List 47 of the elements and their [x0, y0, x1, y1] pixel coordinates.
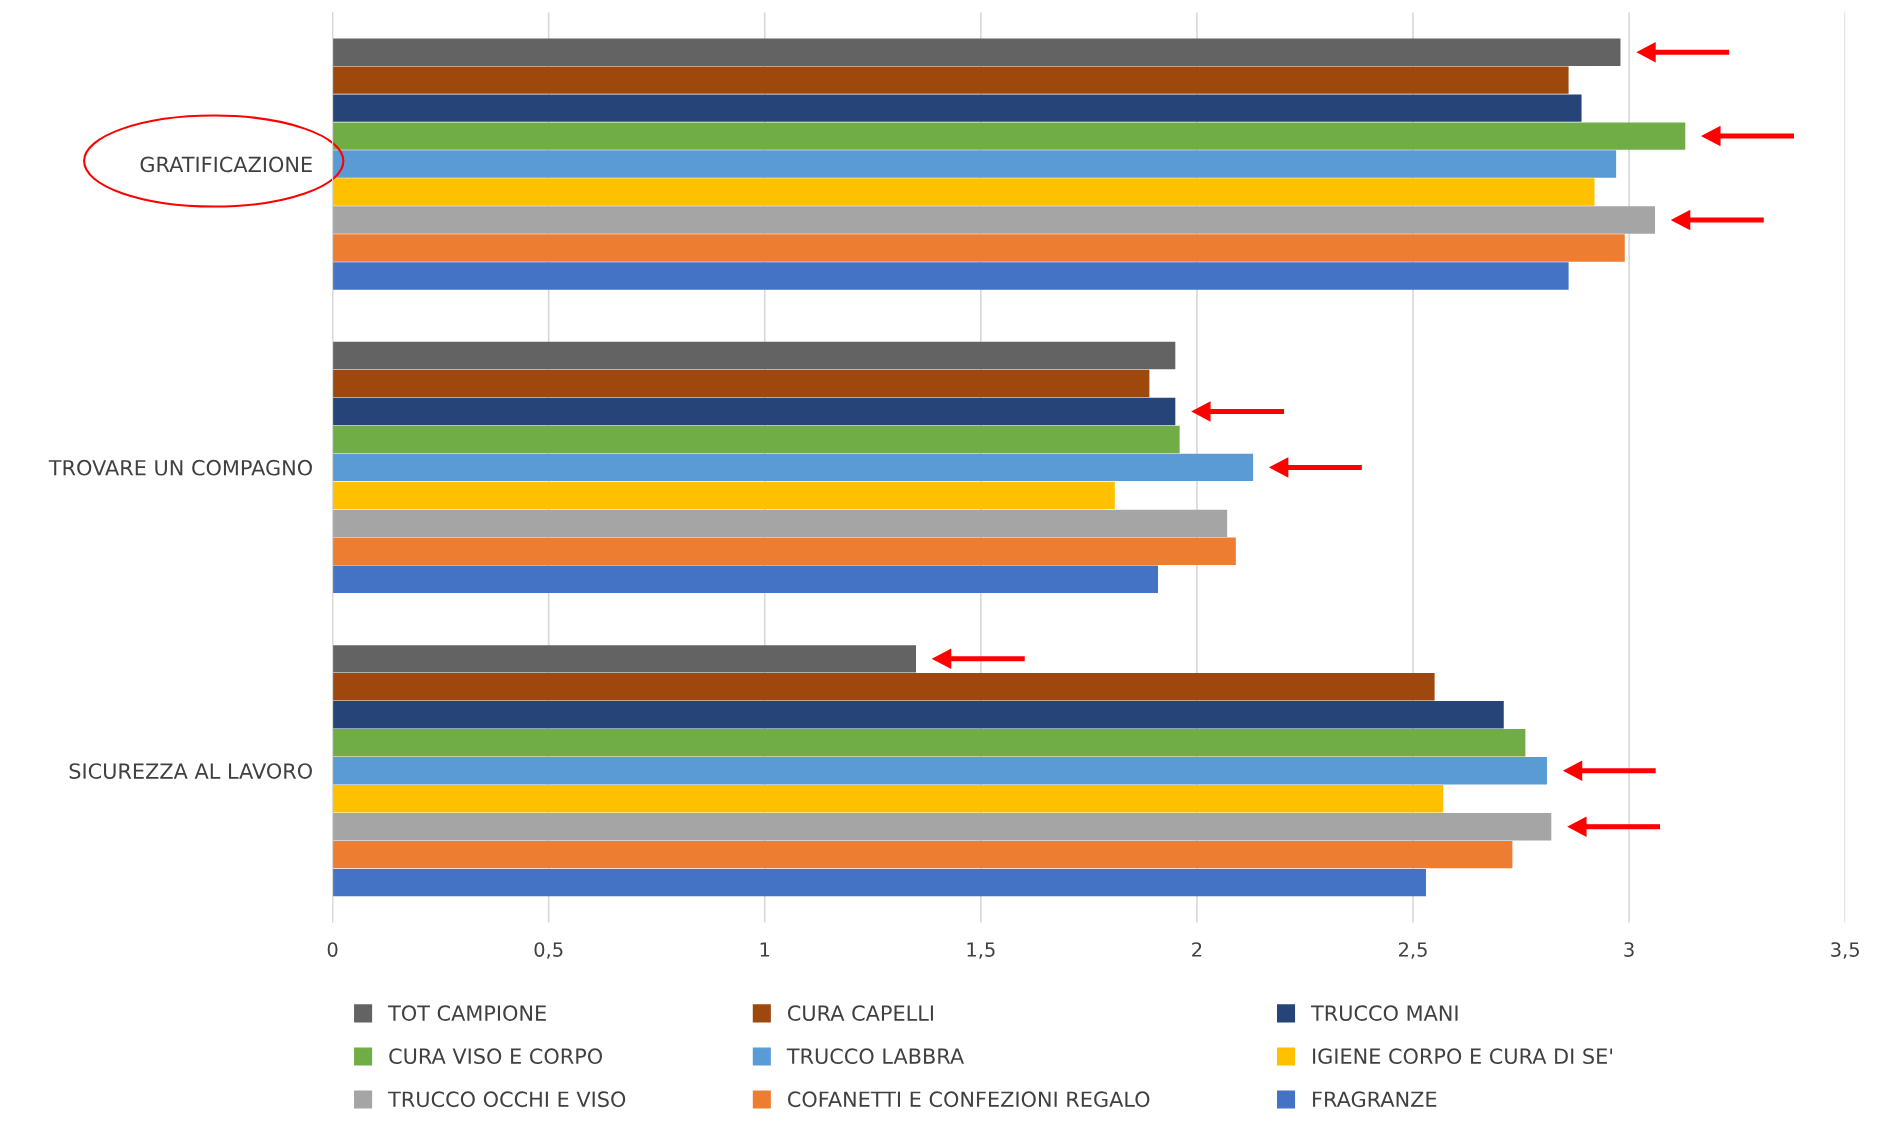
bar [332, 565, 1159, 594]
bar [332, 453, 1254, 482]
x-tick-label: 0,5 [534, 942, 563, 959]
bar [332, 509, 1228, 538]
bar [332, 262, 1569, 290]
bar [332, 234, 1625, 262]
x-tick-label: 3,5 [1831, 942, 1859, 959]
bar [332, 840, 1513, 869]
bar [332, 94, 1582, 122]
bar [332, 701, 1504, 729]
legend-label: CURA VISO E CORPO [389, 1048, 603, 1065]
bar [332, 481, 1115, 510]
legend-label: COFANETTI E CONFEZIONI REGALO [787, 1091, 1150, 1108]
x-tick-label: 3 [1624, 942, 1634, 957]
x-tick-label: 2 [1192, 942, 1202, 957]
bar [332, 150, 1617, 178]
legend-label: TRUCCO MANI [1310, 1005, 1458, 1021]
x-tick-label: 2,5 [1398, 942, 1427, 959]
legend-label: CURA CAPELLI [787, 1005, 933, 1021]
bar [332, 206, 1656, 234]
bar [332, 757, 1547, 785]
bar [332, 868, 1426, 897]
bar [332, 425, 1180, 454]
bar [332, 178, 1595, 206]
bar [332, 397, 1176, 426]
bar [332, 645, 917, 673]
bar [332, 66, 1569, 94]
bar [332, 369, 1150, 398]
bar [332, 537, 1236, 566]
bar [332, 729, 1526, 757]
legend-label: TRUCCO OCCHI E VISO [388, 1091, 626, 1108]
bar [332, 341, 1176, 370]
bar [332, 122, 1686, 150]
bar [332, 785, 1444, 813]
legend-label: IGIENE CORPO E CURA DI SE' [1313, 1048, 1613, 1065]
legend-label: FRAGRANZE [1313, 1091, 1437, 1108]
x-tick-label: 1 [760, 942, 770, 957]
y-tick-label: GRATIFICAZIONE [140, 156, 312, 173]
y-tick-label: TROVARE UN COMPAGNO [48, 459, 312, 476]
bar [332, 812, 1552, 841]
x-tick-label: 1,5 [967, 942, 995, 959]
legend-label: TOT CAMPIONE [388, 1005, 546, 1021]
legend-label: TRUCCO LABBRA [786, 1048, 965, 1065]
bar [332, 673, 1435, 701]
y-tick-label: SICUREZZA AL LAVORO [69, 763, 312, 779]
bar [332, 38, 1621, 66]
x-tick-label: 0 [327, 942, 338, 957]
